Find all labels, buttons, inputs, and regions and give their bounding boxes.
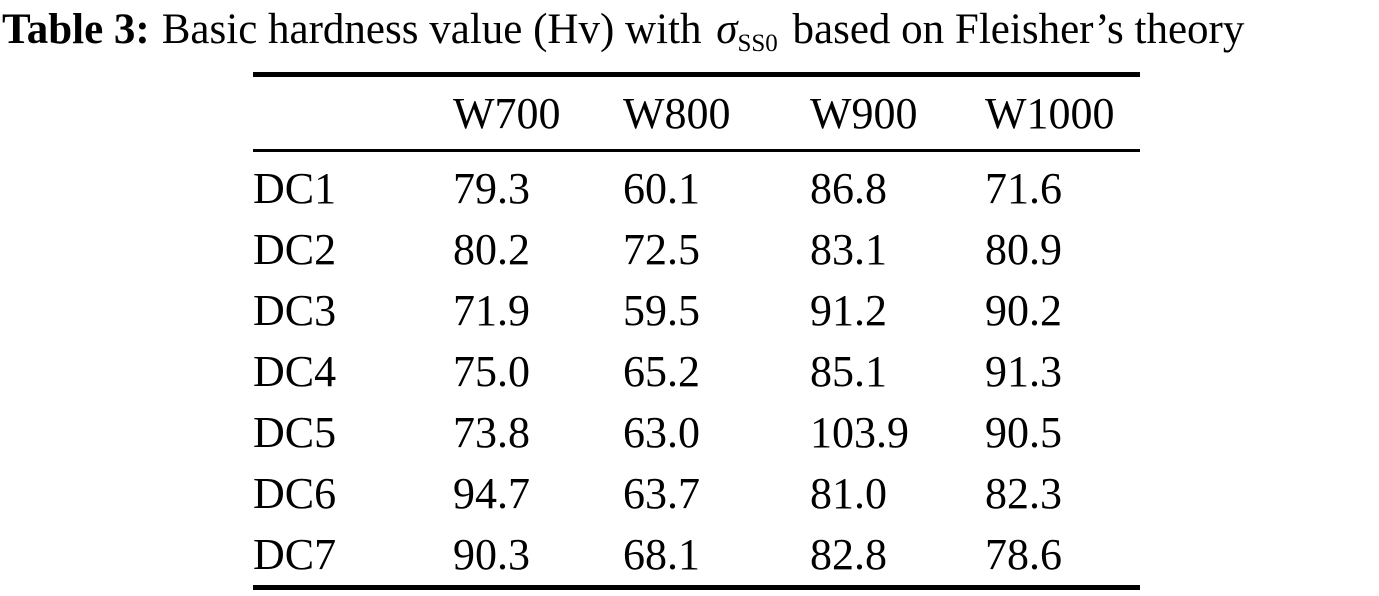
- hardness-table: W700 W800 W900 W1000 DC1 79.3 60.1 86.8 …: [253, 72, 1140, 590]
- table-cell: 79.3: [453, 164, 530, 213]
- table-cell: 71.6: [985, 164, 1062, 213]
- table-cell: 60.1: [623, 164, 700, 213]
- table-cell: 82.8: [810, 530, 887, 579]
- table-cell: 91.2: [810, 286, 887, 335]
- table-cell: 91.3: [985, 347, 1062, 396]
- table-cell: 68.1: [623, 530, 700, 579]
- column-header-w900: W900: [810, 74, 985, 152]
- row-label: DC4: [253, 347, 337, 396]
- table-cell: 75.0: [453, 347, 530, 396]
- table-row-dc5: DC5 73.8 63.0 103.9 90.5: [253, 402, 1140, 463]
- table-cell: 90.5: [985, 408, 1062, 457]
- row-label: DC7: [253, 530, 337, 579]
- column-header-w700: W700: [453, 74, 623, 152]
- column-header-w800: W800: [623, 74, 810, 152]
- table-cell: 103.9: [810, 408, 909, 457]
- table-cell: 83.1: [810, 225, 887, 274]
- table-cell: 90.2: [985, 286, 1062, 335]
- column-header-w1000: W1000: [985, 74, 1140, 152]
- table-cell: 94.7: [453, 469, 530, 518]
- table-caption-label: Table 3:: [2, 6, 150, 53]
- table-cell: 72.5: [623, 225, 700, 274]
- table-caption: Table 3: Basic hardness value (Hv) with σ…: [2, 2, 1244, 58]
- sigma-subscript: SS0: [737, 30, 778, 57]
- table-row-dc1: DC1 79.3 60.1 86.8 71.6: [253, 151, 1140, 220]
- table-cell: 65.2: [623, 347, 700, 396]
- table-cell: 63.0: [623, 408, 700, 457]
- table-cell: 78.6: [985, 530, 1062, 579]
- table-row-dc6: DC6 94.7 63.7 81.0 82.3: [253, 463, 1140, 524]
- row-label: DC2: [253, 225, 337, 274]
- table-row-dc2: DC2 80.2 72.5 83.1 80.9: [253, 219, 1140, 280]
- sigma-symbol: σSS0: [716, 6, 778, 56]
- table-cell: 63.7: [623, 469, 700, 518]
- table-cell: 80.9: [985, 225, 1062, 274]
- header-row: W700 W800 W900 W1000: [253, 74, 1140, 152]
- table-cell: 59.5: [623, 286, 700, 335]
- table-cell: 86.8: [810, 164, 887, 213]
- table-cell: 73.8: [453, 408, 530, 457]
- caption-text-before-sigma: Basic hardness value (Hv) with: [161, 6, 702, 53]
- row-label: DC1: [253, 164, 337, 213]
- table-cell: 90.3: [453, 530, 530, 579]
- table-cell: 81.0: [810, 469, 887, 518]
- row-label: DC5: [253, 408, 337, 457]
- table-row-dc7: DC7 90.3 68.1 82.8 78.6: [253, 524, 1140, 588]
- table-cell: 80.2: [453, 225, 530, 274]
- table-cell: 71.9: [453, 286, 530, 335]
- sigma-glyph: σ: [716, 6, 738, 53]
- table-cell: 85.1: [810, 347, 887, 396]
- row-label: DC6: [253, 469, 337, 518]
- table-row-dc4: DC4 75.0 65.2 85.1 91.3: [253, 341, 1140, 402]
- corner-cell: [253, 74, 453, 152]
- table-row-dc3: DC3 71.9 59.5 91.2 90.2: [253, 280, 1140, 341]
- table-cell: 82.3: [985, 469, 1062, 518]
- caption-text-after-sigma: based on Fleisher’s theory: [792, 6, 1245, 53]
- row-label: DC3: [253, 286, 337, 335]
